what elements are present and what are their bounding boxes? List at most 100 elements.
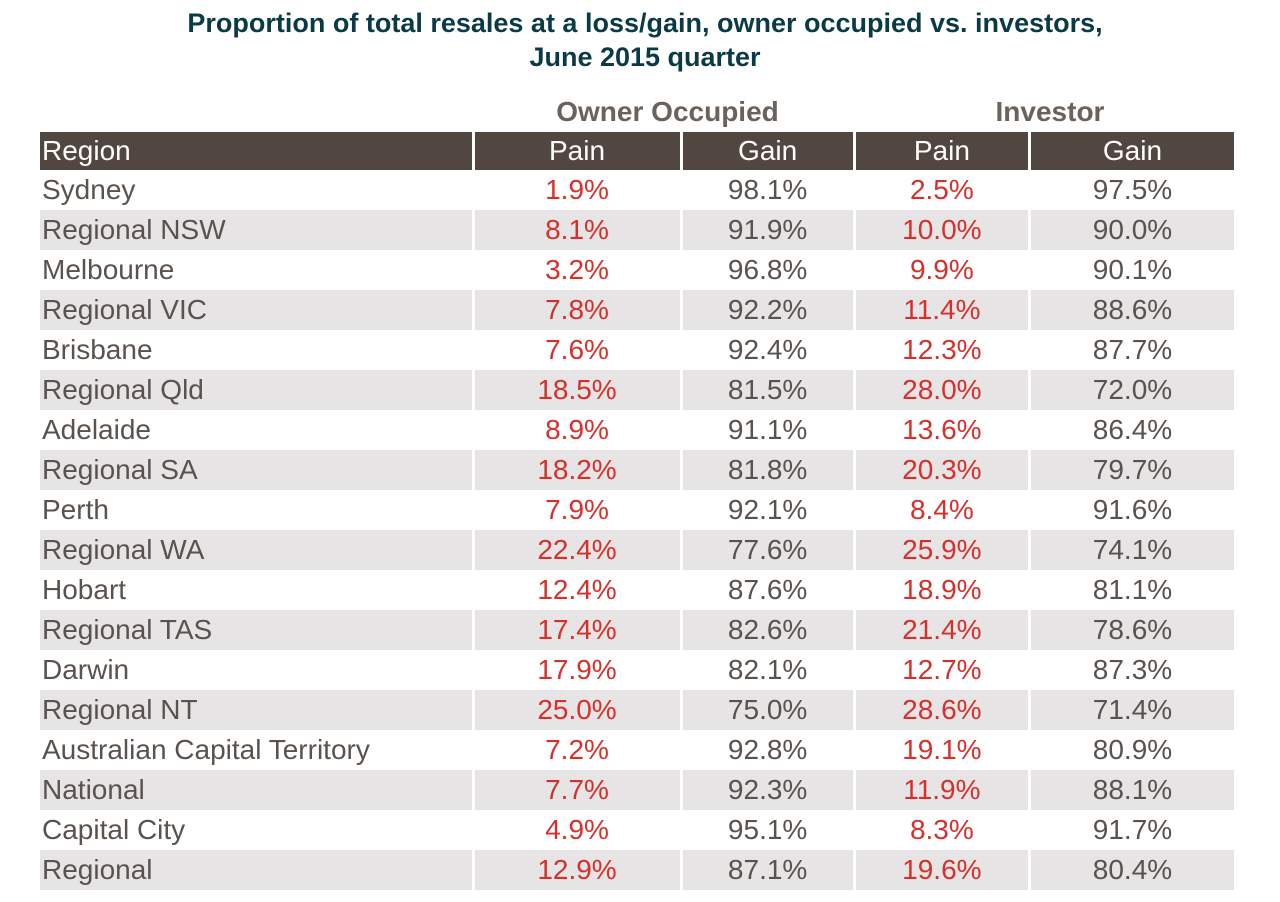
cell-investor-gain: 91.7%: [1092, 814, 1173, 845]
cell-owner-gain: 81.8%: [682, 450, 853, 490]
cell-investor-gain: 90.0%: [1030, 210, 1234, 250]
table-row: Brisbane 7.6% 92.4% 12.3% 87.7%: [40, 330, 1234, 370]
title-line-1: Proportion of total resales at a loss/ga…: [187, 8, 1103, 38]
cell-investor-gain: 71.4%: [1030, 690, 1234, 730]
cell-investor-gain: 80.4%: [1030, 850, 1234, 890]
cell-investor-pain: 18.9%: [902, 574, 982, 605]
cell-region: Regional SA: [40, 450, 472, 490]
cell-owner-gain: 96.8%: [727, 254, 808, 285]
cell-owner-gain: 82.1%: [727, 654, 808, 685]
cell-owner-gain: 87.1%: [682, 850, 853, 890]
group-header-investor: Investor: [995, 96, 1105, 127]
cell-owner-gain: 82.6%: [682, 610, 853, 650]
cell-region: Sydney: [42, 174, 136, 205]
cell-investor-gain: 72.0%: [1030, 370, 1234, 410]
cell-investor-gain: 86.4%: [1092, 414, 1173, 445]
title-line-2: June 2015 quarter: [529, 42, 761, 72]
cell-investor-pain: 12.7%: [902, 654, 982, 685]
cell-owner-gain: 92.3%: [682, 770, 853, 810]
cell-owner-gain: 98.1%: [727, 174, 808, 205]
table-row: Regional 12.9% 87.1% 19.6% 80.4%: [40, 850, 1234, 890]
table-row: Regional NSW 8.1% 91.9% 10.0% 90.0%: [40, 210, 1234, 250]
table-row: Regional WA 22.4% 77.6% 25.9% 74.1%: [40, 530, 1234, 570]
cell-owner-gain: 77.6%: [682, 530, 853, 570]
table-row: Hobart 12.4% 87.6% 18.9% 81.1%: [40, 570, 1234, 610]
cell-region: Darwin: [42, 654, 130, 685]
cell-owner-pain: 18.5%: [474, 370, 680, 410]
table-row: Adelaide 8.9% 91.1% 13.6% 86.4%: [40, 410, 1234, 450]
cell-region: Brisbane: [42, 334, 153, 365]
table-row: Darwin 17.9% 82.1% 12.7% 87.3%: [40, 650, 1234, 690]
cell-owner-pain: 1.9%: [545, 174, 609, 205]
cell-owner-pain: 12.4%: [537, 574, 617, 605]
column-header-investor-pain: Pain: [855, 132, 1028, 170]
table-row: Regional VIC 7.8% 92.2% 11.4% 88.6%: [40, 290, 1234, 330]
column-header-investor-gain: Gain: [1030, 132, 1234, 170]
cell-owner-pain: 12.9%: [474, 850, 680, 890]
table-row: Regional Qld 18.5% 81.5% 28.0% 72.0%: [40, 370, 1234, 410]
cell-owner-gain: 92.4%: [727, 334, 808, 365]
cell-owner-gain: 92.8%: [727, 734, 808, 765]
cell-investor-gain: 80.9%: [1092, 734, 1173, 765]
group-header-owner-occupied: Owner Occupied: [556, 96, 779, 127]
cell-investor-gain: 88.1%: [1030, 770, 1234, 810]
table-row: Regional NT 25.0% 75.0% 28.6% 71.4%: [40, 690, 1234, 730]
cell-investor-gain: 78.6%: [1030, 610, 1234, 650]
cell-investor-pain: 2.5%: [909, 174, 974, 205]
cell-region: Regional NSW: [40, 210, 472, 250]
resales-table: Region Pain Gain Pain Gain Sydney 1.9% 98.…: [37, 132, 1237, 890]
table-body: Sydney 1.9% 98.1% 2.5% 97.5% Regional NSW 8.1%…: [40, 170, 1234, 890]
cell-investor-gain: 81.1%: [1092, 574, 1173, 605]
header-row: Region Pain Gain Pain Gain: [40, 132, 1234, 170]
cell-region: Hobart: [42, 574, 127, 605]
cell-region: Regional Qld: [40, 370, 472, 410]
cell-investor-pain: 19.1%: [902, 734, 982, 765]
cell-owner-gain: 81.5%: [682, 370, 853, 410]
table-row: National 7.7% 92.3% 11.9% 88.1%: [40, 770, 1234, 810]
table-row: Perth 7.9% 92.1% 8.4% 91.6%: [40, 490, 1234, 530]
cell-investor-gain: 87.7%: [1092, 334, 1173, 365]
cell-owner-pain: 8.1%: [474, 210, 680, 250]
cell-region: National: [40, 770, 472, 810]
cell-investor-gain: 87.3%: [1092, 654, 1173, 685]
cell-owner-gain: 87.6%: [727, 574, 808, 605]
cell-owner-pain: 25.0%: [474, 690, 680, 730]
table-row: Regional TAS 17.4% 82.6% 21.4% 78.6%: [40, 610, 1234, 650]
cell-investor-pain: 10.0%: [855, 210, 1028, 250]
cell-owner-pain: 7.9%: [545, 494, 609, 525]
cell-owner-gain: 92.1%: [727, 494, 808, 525]
cell-owner-gain: 75.0%: [682, 690, 853, 730]
cell-investor-pain: 28.0%: [855, 370, 1028, 410]
cell-region: Adelaide: [42, 414, 151, 445]
cell-investor-pain: 8.4%: [909, 494, 974, 525]
cell-investor-pain: 11.4%: [855, 290, 1028, 330]
cell-region: Australian Capital Territory: [42, 734, 370, 765]
cell-owner-gain: 92.2%: [682, 290, 853, 330]
cell-investor-gain: 74.1%: [1030, 530, 1234, 570]
column-header-owner-pain: Pain: [474, 132, 680, 170]
cell-owner-pain: 3.2%: [545, 254, 609, 285]
cell-region: Regional TAS: [40, 610, 472, 650]
table-row: Capital City 4.9% 95.1% 8.3% 91.7%: [40, 810, 1234, 850]
cell-owner-pain: 4.9%: [545, 814, 609, 845]
cell-investor-pain: 11.9%: [855, 770, 1028, 810]
cell-region: Capital City: [42, 814, 186, 845]
cell-investor-pain: 20.3%: [855, 450, 1028, 490]
table-row: Australian Capital Territory 7.2% 92.8% 19.…: [40, 730, 1234, 770]
cell-owner-pain: 8.9%: [545, 414, 609, 445]
cell-region: Regional: [40, 850, 472, 890]
cell-owner-pain: 17.9%: [537, 654, 617, 685]
cell-owner-gain: 91.9%: [682, 210, 853, 250]
cell-owner-pain: 7.8%: [474, 290, 680, 330]
cell-owner-pain: 7.7%: [474, 770, 680, 810]
cell-investor-pain: 12.3%: [902, 334, 982, 365]
cell-region: Perth: [42, 494, 109, 525]
cell-investor-gain: 97.5%: [1092, 174, 1173, 205]
cell-investor-gain: 90.1%: [1092, 254, 1173, 285]
page-title: Proportion of total resales at a loss/ga…: [0, 6, 1280, 74]
cell-region: Regional VIC: [40, 290, 472, 330]
cell-region: Regional WA: [40, 530, 472, 570]
cell-investor-pain: 25.9%: [855, 530, 1028, 570]
cell-investor-pain: 21.4%: [855, 610, 1028, 650]
cell-owner-pain: 17.4%: [474, 610, 680, 650]
